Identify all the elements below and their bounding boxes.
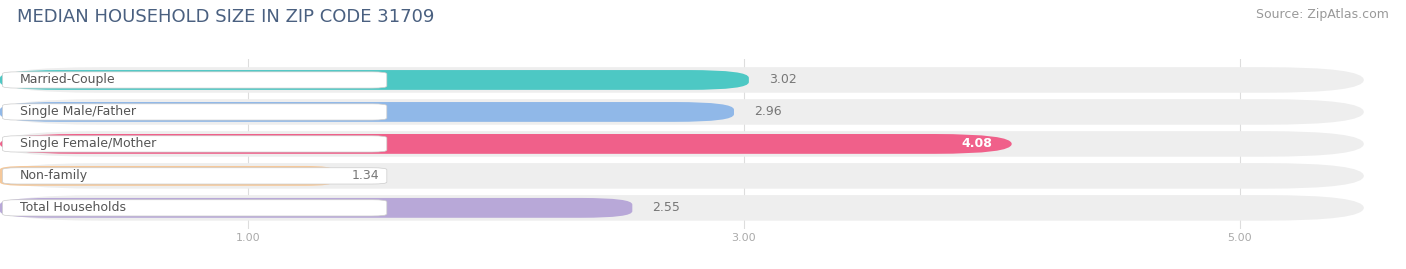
Text: Total Households: Total Households [20, 201, 127, 214]
FancyBboxPatch shape [0, 67, 1364, 93]
FancyBboxPatch shape [0, 102, 734, 122]
FancyBboxPatch shape [3, 200, 387, 216]
Text: Single Male/Father: Single Male/Father [20, 105, 136, 118]
FancyBboxPatch shape [3, 104, 387, 120]
FancyBboxPatch shape [0, 99, 1364, 125]
FancyBboxPatch shape [3, 136, 387, 152]
Text: Single Female/Mother: Single Female/Mother [20, 137, 156, 150]
FancyBboxPatch shape [0, 195, 1364, 221]
Text: Non-family: Non-family [20, 169, 89, 182]
FancyBboxPatch shape [0, 198, 633, 218]
FancyBboxPatch shape [0, 163, 1364, 189]
FancyBboxPatch shape [3, 168, 387, 184]
Text: Source: ZipAtlas.com: Source: ZipAtlas.com [1256, 8, 1389, 21]
FancyBboxPatch shape [3, 72, 387, 88]
Text: 2.55: 2.55 [652, 201, 681, 214]
FancyBboxPatch shape [0, 134, 1012, 154]
FancyBboxPatch shape [0, 70, 749, 90]
Text: Married-Couple: Married-Couple [20, 73, 115, 86]
Text: 2.96: 2.96 [754, 105, 782, 118]
Text: 4.08: 4.08 [960, 137, 991, 150]
FancyBboxPatch shape [0, 166, 332, 186]
Text: 3.02: 3.02 [769, 73, 796, 86]
FancyBboxPatch shape [0, 131, 1364, 157]
Text: 1.34: 1.34 [352, 169, 380, 182]
Text: MEDIAN HOUSEHOLD SIZE IN ZIP CODE 31709: MEDIAN HOUSEHOLD SIZE IN ZIP CODE 31709 [17, 8, 434, 26]
